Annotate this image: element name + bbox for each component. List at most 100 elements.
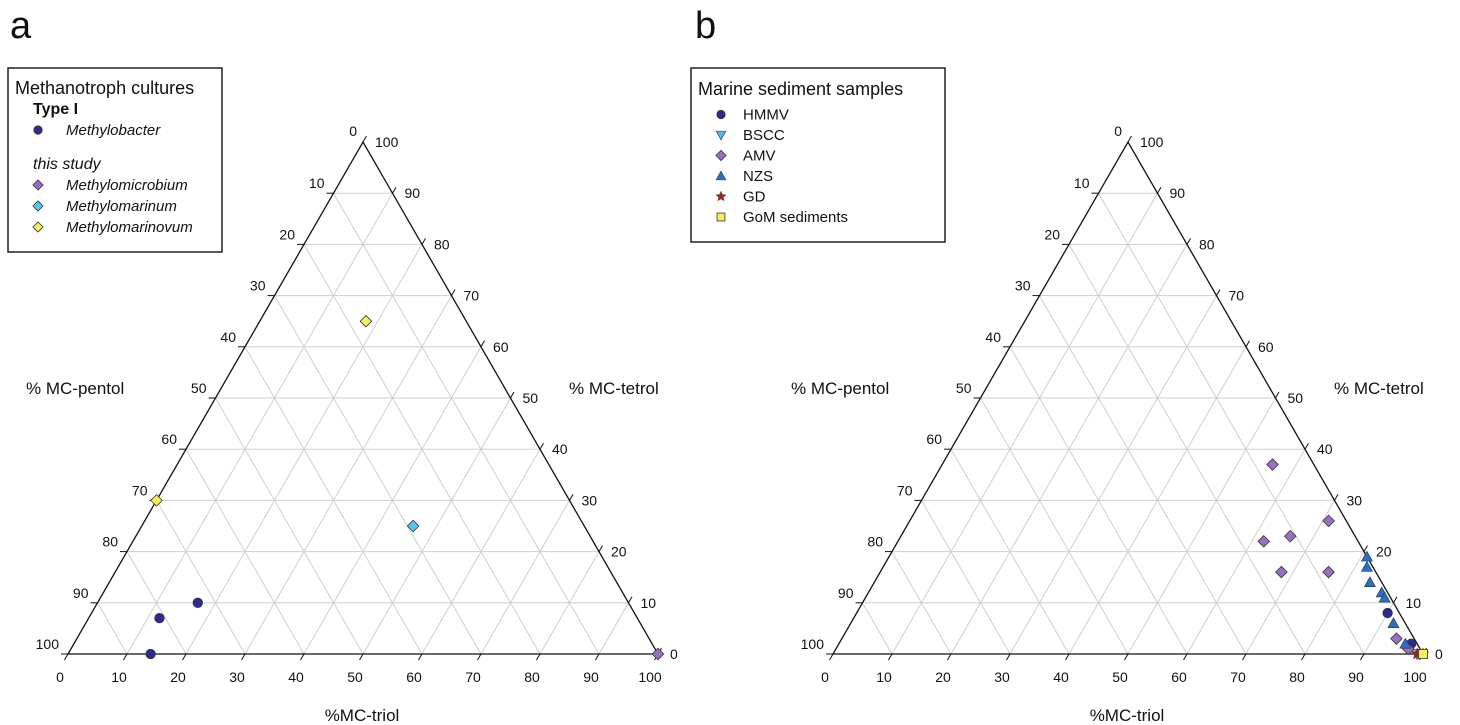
left-tick-label: 80 <box>867 534 883 550</box>
left-tick-label: 70 <box>897 482 913 498</box>
bottom-tick <box>64 653 69 661</box>
left-tick-label: 40 <box>985 329 1001 345</box>
right-tick-label: 60 <box>1258 339 1274 355</box>
legend-marker-gom-sediments <box>716 212 726 222</box>
right-tick <box>392 186 397 194</box>
panel-letter: a <box>10 5 32 47</box>
right-tick <box>569 494 574 501</box>
point-amv <box>1390 632 1403 645</box>
right-tick <box>1334 494 1339 501</box>
axis-title-tetrol: % MC-tetrol <box>1334 379 1424 398</box>
panel-b: b 0 0 0 10 10 10 20 20 20 30 30 30 40 40 40 50 50 50 60 60 60… <box>690 5 1443 725</box>
panel-letter: b <box>695 5 716 47</box>
point-methylobacter <box>154 613 165 624</box>
point-amv <box>1275 565 1288 579</box>
right-tick <box>628 596 633 604</box>
right-tick <box>1127 135 1132 143</box>
right-tick-label: 100 <box>1140 134 1164 150</box>
right-tick-label: 40 <box>552 441 568 457</box>
point-methylomarinovum <box>359 314 373 328</box>
bottom-tick-label: 80 <box>524 669 540 685</box>
bottom-tick-label: 0 <box>56 669 64 685</box>
grid-line <box>156 500 246 655</box>
legend-marker-hmmv <box>716 109 726 120</box>
legend-group-label: Type I <box>33 101 78 118</box>
grid-line <box>303 244 541 655</box>
left-tick-label: 80 <box>102 534 118 550</box>
panel-a: a 0 0 0 10 10 10 20 20 20 30 30 30 40 40 40 50 50 50 60 60 60… <box>7 5 678 725</box>
grid-line <box>126 551 187 655</box>
left-tick-label: 30 <box>250 278 266 294</box>
grid-line <box>891 551 952 655</box>
bottom-tick-label: 10 <box>876 669 892 685</box>
grid-line <box>950 448 1070 655</box>
right-tick-label: 30 <box>1347 492 1363 508</box>
point-nzs <box>1387 617 1400 628</box>
right-tick-label: 0 <box>670 646 678 662</box>
left-tick-label: 100 <box>801 636 825 652</box>
left-tick-label: 10 <box>1074 175 1090 191</box>
right-tick <box>1275 391 1280 399</box>
grid-line <box>185 448 305 655</box>
right-tick <box>1216 289 1221 296</box>
bottom-tick-label: 70 <box>1230 669 1246 685</box>
right-tick <box>421 238 426 245</box>
left-tick-label: 60 <box>161 431 177 447</box>
axis-title-pentol: % MC-pentol <box>791 379 889 398</box>
legend-marker-amv <box>715 149 727 162</box>
right-tick <box>1304 442 1309 450</box>
grid-line <box>215 397 364 655</box>
bottom-tick-label: 70 <box>465 669 481 685</box>
right-tick-label: 0 <box>1435 646 1443 662</box>
point-methylomarinovum <box>150 494 163 507</box>
bottom-tick <box>477 653 482 661</box>
left-tick-label: 10 <box>309 175 325 191</box>
legend-entry-label: HMMV <box>743 107 789 124</box>
bottom-tick <box>829 653 834 661</box>
point-amv <box>1257 535 1271 548</box>
bottom-tick <box>1124 653 1129 661</box>
legend-entry-label: Methylomarinum <box>66 198 177 215</box>
point-methylobacter <box>192 597 203 608</box>
data-points <box>145 314 665 661</box>
grid-line <box>862 602 893 655</box>
grid-line <box>1068 244 1306 655</box>
right-tick-label: 20 <box>1376 544 1392 560</box>
right-tick <box>1186 238 1191 245</box>
legend-title: Marine sediment samples <box>698 79 903 99</box>
bottom-tick <box>123 653 128 661</box>
bottom-tick <box>300 653 305 661</box>
grid-line <box>244 346 423 655</box>
right-tick <box>598 545 603 552</box>
bottom-tick-label: 30 <box>229 669 245 685</box>
right-tick <box>480 340 485 348</box>
legend-group-label: this study <box>33 156 102 173</box>
left-tick-label: 60 <box>926 431 942 447</box>
bottom-tick-label: 30 <box>994 669 1010 685</box>
legend: Marine sediment samples HMMV BSCC AMV NZS GD G… <box>690 67 946 243</box>
point-nzs <box>1378 591 1391 603</box>
point-methylomarinum <box>406 519 420 533</box>
right-tick-label: 40 <box>1317 441 1333 457</box>
grid-lines <box>862 192 1394 655</box>
legend-marker-nzs <box>715 170 727 181</box>
bottom-tick-label: 90 <box>1348 669 1364 685</box>
left-tick-label: 50 <box>956 380 972 396</box>
left-tick-label: 100 <box>36 636 60 652</box>
right-tick <box>1393 596 1398 604</box>
left-tick-label: 50 <box>191 380 207 396</box>
left-tick-label: 90 <box>838 585 854 601</box>
grid-line <box>362 397 511 655</box>
right-tick-label: 80 <box>434 236 450 252</box>
right-tick-label: 90 <box>1170 185 1186 201</box>
axis-title-triol: %MC-triol <box>1090 706 1165 725</box>
left-tick-label: 0 <box>1114 123 1122 139</box>
left-tick-label: 40 <box>220 329 236 345</box>
grid-line <box>97 602 128 655</box>
grid-lines <box>97 192 629 655</box>
left-tick-label: 90 <box>73 585 89 601</box>
right-tick <box>451 289 456 296</box>
legend-entry-label: GD <box>743 189 766 206</box>
bottom-tick-label: 50 <box>347 669 363 685</box>
